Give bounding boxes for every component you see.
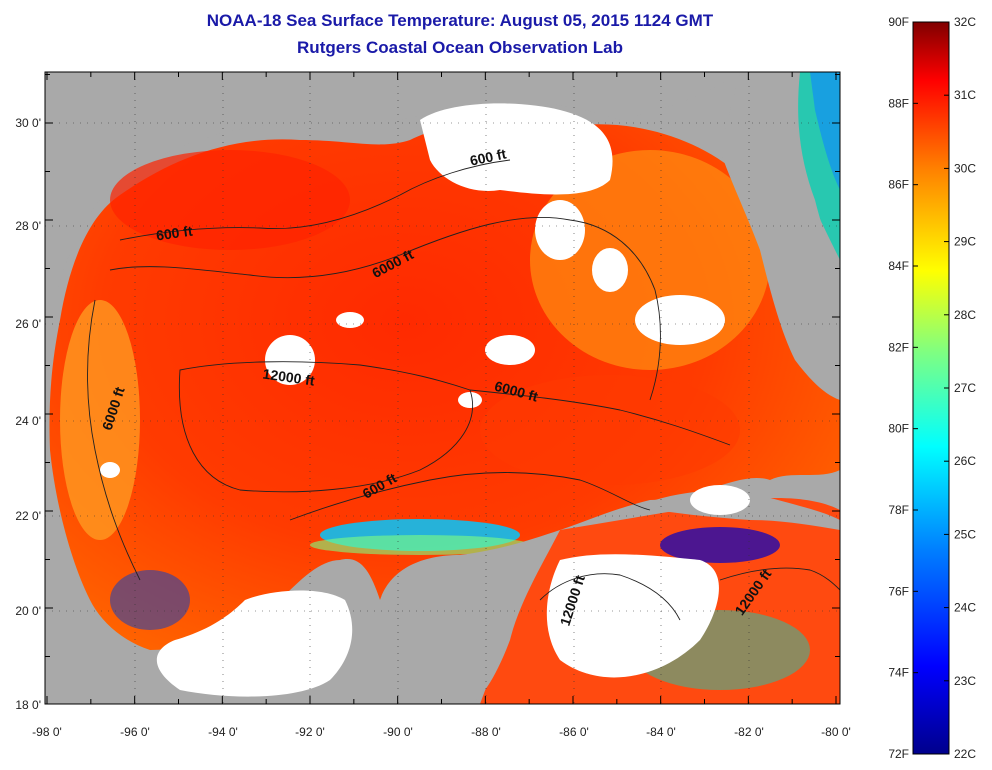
colorbar-c-label: 25C (954, 527, 976, 541)
lat-tick-label: 28 0' (15, 219, 41, 233)
colorbar-f-label: 88F (888, 96, 909, 110)
colorbar-c-label: 30C (954, 161, 976, 175)
graticule (45, 72, 840, 704)
florida-land (720, 72, 840, 400)
us-gulf-coast-land (45, 72, 840, 300)
cool-patch (110, 570, 190, 630)
colorbar-f-label: 82F (888, 340, 909, 354)
map-frame (44, 71, 841, 705)
cool-patch (660, 527, 780, 563)
contour-12000ft (178, 361, 473, 493)
axis-ticks: 30 0' 28 0' 26 0' 24 0' 22 0' 20 0' 18 0' -98 0… (15, 72, 851, 739)
map-subtitle: Rutgers Coastal Ocean Observation Lab (297, 38, 623, 57)
contour-label: 600 ft (468, 145, 507, 168)
colorbar-c-label: 24C (954, 601, 976, 615)
colorbar-c-label: 32C (954, 15, 976, 29)
warm-patch (60, 300, 140, 540)
colorbar-ticks: 90F 88F 86F 84F 82F 80F 78F 76F 74F 72F 32C 31C 30C 2… (888, 15, 976, 761)
lat-tick-label: 20 0' (15, 604, 41, 618)
colorbar-c-label: 23C (954, 674, 976, 688)
warm-patch (480, 375, 740, 485)
lat-tick-label: 22 0' (15, 509, 41, 523)
contour-6000ft-west (87, 299, 141, 581)
lon-tick-label: -96 0' (120, 725, 150, 739)
colorbar-c-label: 26C (954, 454, 976, 468)
lon-tick-label: -92 0' (295, 725, 325, 739)
colorbar-f-label: 90F (888, 15, 909, 29)
contour-12000ft-southeast (719, 567, 840, 591)
contour-600ft-north (119, 159, 511, 241)
lon-tick-label: -94 0' (208, 725, 238, 739)
colorbar-f-label: 78F (888, 503, 909, 517)
colorbar-f-label: 76F (888, 584, 909, 598)
yucatan-land (380, 530, 560, 704)
colorbar-c-label: 31C (954, 88, 976, 102)
colorbar-c-label: 28C (954, 308, 976, 322)
colorbar-f-label: 74F (888, 666, 909, 680)
lat-tick-label: 18 0' (15, 698, 41, 712)
colorbar-c-label: 27C (954, 381, 976, 395)
lat-tick-label: 24 0' (15, 414, 41, 428)
colorbar-f-label: 86F (888, 178, 909, 192)
cool-upwelling (310, 535, 530, 555)
contour-12000ft-caribbean (539, 573, 681, 621)
lon-tick-label: -82 0' (734, 725, 764, 739)
atlantic-water-inner (810, 72, 840, 190)
lon-tick-label: -84 0' (646, 725, 676, 739)
contour-6000ft-east (469, 389, 731, 446)
warm-patch (110, 150, 350, 250)
lat-tick-label: 26 0' (15, 317, 41, 331)
map-title: NOAA-18 Sea Surface Temperature: August … (206, 11, 714, 30)
colorbar-c-label: 22C (954, 747, 976, 761)
contour-label: 12000 ft (262, 365, 316, 388)
contour-label: 600 ft (155, 223, 194, 244)
colorbar-f-label: 80F (888, 422, 909, 436)
map-area (45, 72, 840, 704)
lon-tick-label: -98 0' (32, 725, 62, 739)
colorbar-f-label: 84F (888, 259, 909, 273)
lon-tick-label: -90 0' (383, 725, 413, 739)
colorbar: 90F 88F 86F 84F 82F 80F 78F 76F 74F 72F 32C 31C 30C 2… (888, 15, 976, 761)
lat-tick-label: 30 0' (15, 116, 41, 130)
contour-600ft-south (289, 472, 651, 521)
cloud-cover (100, 103, 750, 697)
lon-tick-label: -86 0' (559, 725, 589, 739)
lon-tick-label: -88 0' (471, 725, 501, 739)
lon-tick-label: -80 0' (821, 725, 851, 739)
contour-6000ft-north (109, 217, 661, 401)
colorbar-c-label: 29C (954, 235, 976, 249)
bathymetry-contours (87, 159, 840, 621)
colorbar-f-label: 72F (888, 747, 909, 761)
colorbar-gradient (912, 21, 950, 755)
